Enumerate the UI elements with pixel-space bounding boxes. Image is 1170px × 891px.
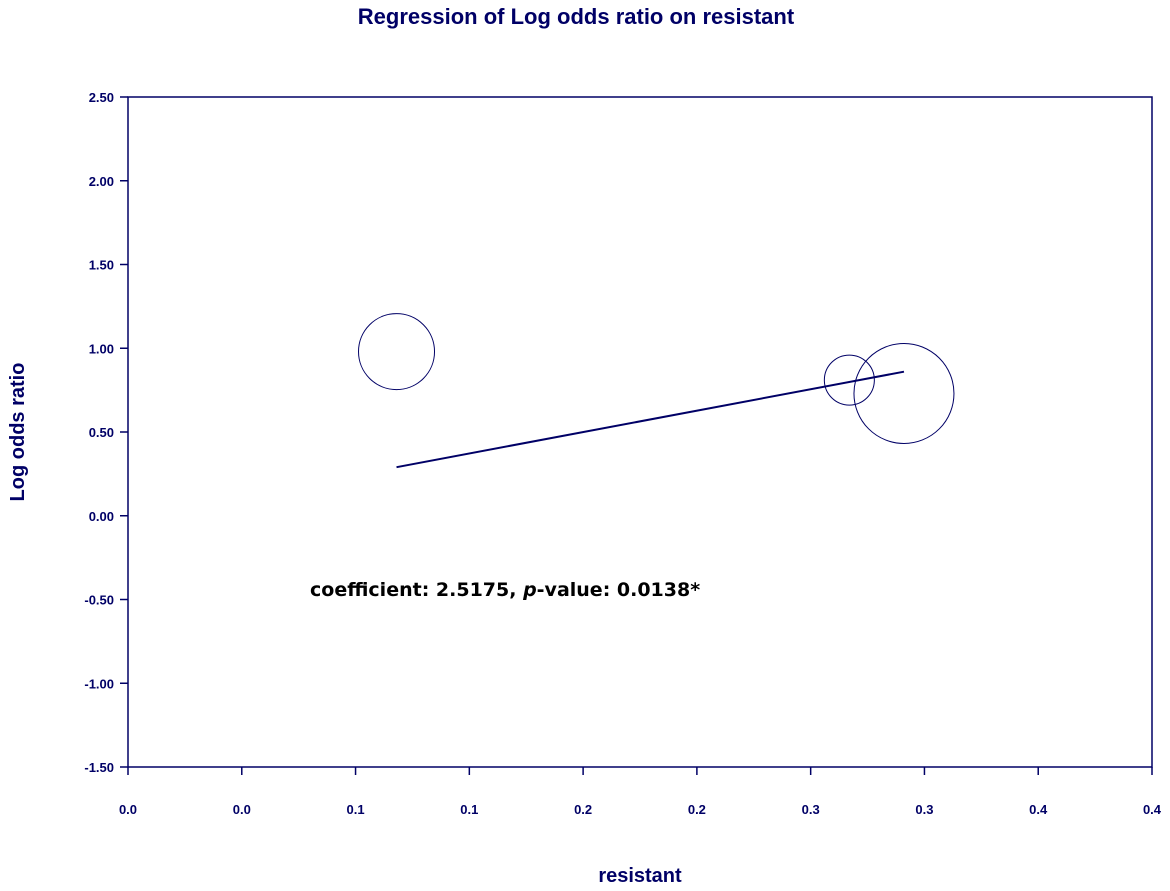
x-tick-label-6: 0.3 bbox=[802, 802, 820, 817]
x-tick-label-4: 0.2 bbox=[574, 802, 592, 817]
y-axis-ticks: 2.50 2.00 1.50 1.00 0.50 0.00 -0.50 -1.00 -1.50 bbox=[84, 90, 128, 775]
x-tick-label-2: 0.1 bbox=[347, 802, 365, 817]
x-tick-label-1: 0.0 bbox=[233, 802, 251, 817]
regression-line bbox=[396, 370, 905, 469]
y-tick-label-0: 2.50 bbox=[89, 90, 114, 105]
y-tick-label-6: -0.50 bbox=[84, 593, 114, 608]
chart-title: Regression of Log odds ratio on resistan… bbox=[358, 4, 795, 29]
x-tick-label-0: 0.0 bbox=[119, 802, 137, 817]
data-points bbox=[358, 313, 955, 444]
y-axis-label: Log odds ratio bbox=[7, 363, 29, 502]
annotation-p: p bbox=[522, 579, 537, 601]
y-tick-label-1: 2.00 bbox=[89, 174, 114, 189]
x-axis-ticks: 0.0 0.0 0.1 0.1 0.2 0.2 0.3 0.3 0.4 0.4 bbox=[119, 767, 1162, 817]
plot-frame bbox=[127, 96, 1153, 768]
y-tick-label-3: 1.00 bbox=[89, 341, 114, 356]
y-tick-label-5: 0.00 bbox=[89, 509, 114, 524]
x-tick-label-8: 0.4 bbox=[1029, 802, 1048, 817]
y-tick-label-4: 0.50 bbox=[89, 425, 114, 440]
annotation-coefficient: coefficient: 2.5175, bbox=[310, 579, 523, 601]
annotation-pvalue: -value: 0.0138* bbox=[537, 579, 701, 601]
y-tick-label-8: -1.50 bbox=[84, 760, 114, 775]
y-tick-label-2: 1.50 bbox=[89, 258, 114, 273]
x-tick-label-9: 0.4 bbox=[1143, 802, 1162, 817]
x-tick-label-5: 0.2 bbox=[688, 802, 706, 817]
y-tick-label-7: -1.00 bbox=[84, 676, 114, 691]
x-axis-label: resistant bbox=[598, 865, 682, 887]
data-point-1 bbox=[823, 354, 875, 406]
x-tick-label-3: 0.1 bbox=[460, 802, 478, 817]
data-point-0 bbox=[358, 313, 436, 391]
data-point-2 bbox=[853, 342, 955, 444]
regression-annotation: coefficient: 2.5175, p-value: 0.0138* bbox=[310, 579, 700, 601]
x-tick-label-7: 0.3 bbox=[915, 802, 933, 817]
